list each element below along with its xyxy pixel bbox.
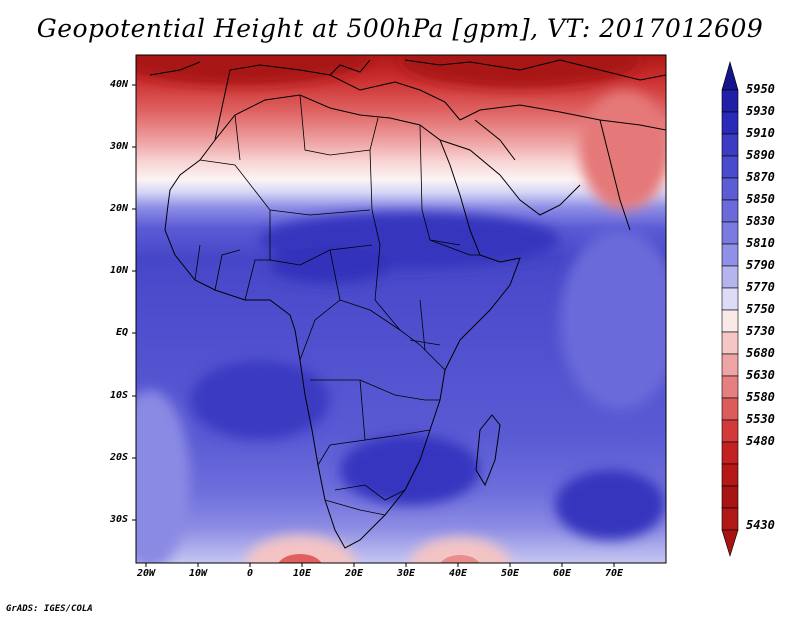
colorbar-swatch [721,463,739,487]
colorbar-label: 5580 [746,390,775,404]
colorbar-label: 5850 [746,192,775,206]
lon-label: 40E [448,568,468,579]
lon-label: 10E [292,568,312,579]
colorbar-label: 5680 [746,346,775,360]
lon-label: 0 [246,568,254,579]
colorbar-lower-arrow [721,529,739,558]
colorbar-swatch [721,221,739,245]
lat-label: 20S [109,452,128,463]
lat-label: 10S [109,390,128,401]
colorbar-swatch [721,133,739,157]
lon-label: 10W [188,568,208,579]
lat-label: 30S [109,514,128,525]
trough-core-east [440,555,480,563]
lat-label: 40N [109,79,128,90]
colorbar-swatch [721,89,739,113]
map-title: Geopotential Height at 500hPa [gpm], VT:… [36,14,764,43]
height-field-blobs [136,55,666,563]
colorbar-swatch [721,331,739,355]
colorbar-swatch [721,441,739,465]
colorbar-swatch [721,243,739,267]
colorbar-label: 5910 [746,126,775,140]
colorbar-swatch [721,309,739,333]
colorbar-swatch [721,199,739,223]
colorbar-label: 5830 [746,214,775,228]
colorbar-label: 5480 [746,434,775,448]
colorbar-label: 5790 [746,258,775,272]
colorbar-swatch [721,419,739,443]
colorbar-swatch [721,507,739,531]
colorbar-swatch [721,265,739,289]
colorbar-swatch [721,155,739,179]
colorbar-label: 5750 [746,302,775,316]
colorbar-swatch [721,353,739,377]
country-borders [194,94,480,516]
colorbar-swatch [721,287,739,311]
colorbar-label: 5890 [746,148,775,162]
lon-label: 20E [344,568,364,579]
colorbar-swatch [721,397,739,421]
lon-label: 20W [136,568,156,579]
coastlines [149,59,666,549]
colorbar-swatch [721,375,739,399]
colorbar-label: 5870 [746,170,775,184]
colorbar-label: 5730 [746,324,775,338]
map-plot-area [136,55,666,563]
grads-credit: GrADS: IGES/COLA [6,604,93,614]
colorbar [721,60,739,558]
colorbar-label: 5950 [746,82,775,96]
lat-label: EQ [115,327,128,338]
colorbar-swatch [721,485,739,509]
lon-label: 60E [552,568,572,579]
colorbar-label: 5810 [746,236,775,250]
colorbar-swatch [721,177,739,201]
colorbar-label: 5530 [746,412,775,426]
colorbar-label: 5630 [746,368,775,382]
lat-label: 20N [109,203,128,214]
trough-core-west [278,554,322,563]
colorbar-label: 5430 [746,518,775,532]
colorbar-label: 5770 [746,280,775,294]
colorbar-label: 5930 [746,104,775,118]
map-frame [135,54,667,564]
axis-ticks [132,84,615,567]
lon-label: 30E [396,568,416,579]
lat-label: 10N [109,265,128,276]
lat-label: 30N [109,141,128,152]
colorbar-upper-arrow [721,60,739,91]
lon-label: 70E [604,568,624,579]
colorbar-swatch [721,111,739,135]
lon-label: 50E [500,568,520,579]
